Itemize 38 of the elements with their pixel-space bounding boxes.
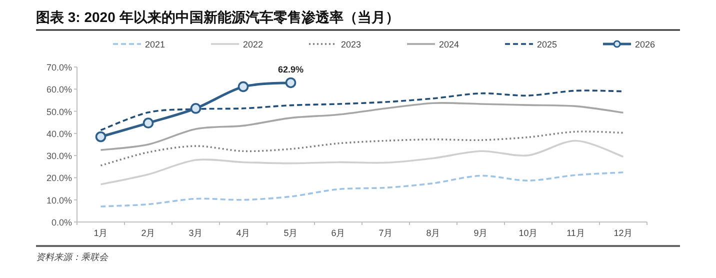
x-tick-label: 4月	[236, 228, 250, 238]
line-series	[100, 102, 624, 151]
x-tick-label: 1月	[94, 228, 108, 238]
x-tick-label: 6月	[331, 228, 346, 238]
y-tick-label: 70.0%	[46, 62, 72, 72]
y-tick-label: 60.0%	[46, 84, 72, 95]
line-series	[100, 130, 624, 166]
legend-label: 2021	[145, 40, 166, 50]
legend-label: 2022	[243, 40, 264, 50]
chart-title: 图表 3: 2020 年以来的中国新能源汽车零售渗透率（当月）	[36, 9, 400, 25]
x-tick-label: 2月	[141, 228, 156, 238]
x-tick-label: 12月	[614, 228, 633, 238]
text: 资料来源：乘联会	[36, 252, 109, 262]
point	[238, 81, 249, 92]
line-series	[100, 172, 624, 208]
x-tick-label: 8月	[426, 228, 440, 238]
legend-label: 2026	[635, 40, 656, 50]
y-tick-label: 20.0%	[46, 173, 72, 184]
x-tick-label: 11月	[566, 228, 585, 238]
y-tick-label: 50.0%	[46, 106, 72, 117]
x-tick-label: 5月	[284, 228, 298, 238]
y-tick-label: 40.0%	[46, 128, 72, 139]
y-tick-label: 30.0%	[46, 151, 72, 162]
point	[190, 103, 202, 114]
x-tick-label: 10月	[518, 228, 538, 238]
point	[142, 118, 154, 128]
point	[285, 77, 296, 88]
x-tick-label: 3月	[188, 228, 203, 238]
x-tick-label: 7月	[378, 228, 393, 238]
y-tick-label: 0.0%	[51, 218, 72, 228]
y-tick-label: 10.0%	[46, 195, 72, 206]
legend-label: 2024	[439, 40, 460, 50]
data-label: 62.9%	[278, 64, 304, 75]
point	[95, 131, 106, 142]
legend-label: 2025	[537, 40, 558, 50]
line-series	[100, 140, 624, 186]
x-tick-label: 9月	[474, 228, 488, 238]
legend-label: 2023	[341, 40, 362, 50]
